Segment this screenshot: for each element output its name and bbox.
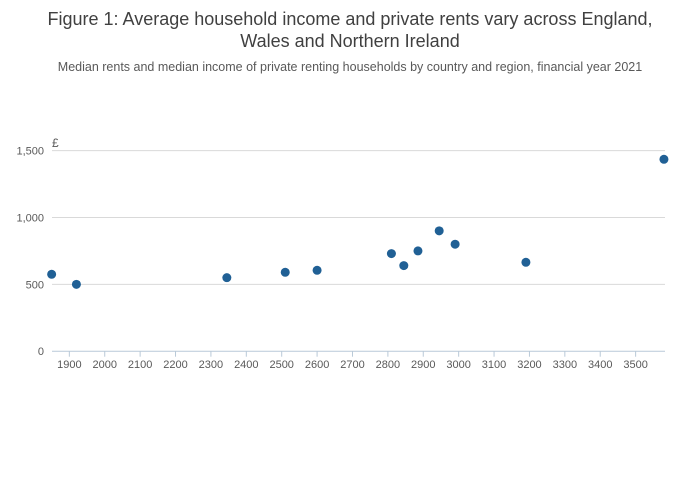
x-axis-tick-label: 2100 — [128, 359, 152, 371]
x-axis-tick-label: 2200 — [163, 359, 187, 371]
x-axis-tick-label: 3200 — [517, 359, 541, 371]
x-axis-tick-label: 2800 — [376, 359, 400, 371]
page-title-line2: Wales and Northern Ireland — [240, 31, 460, 51]
x-axis-tick-label: 3300 — [553, 359, 577, 371]
x-axis-tick-label: 3100 — [482, 359, 506, 371]
data-point[interactable] — [222, 273, 232, 283]
y-axis-tick-label: 1,500 — [16, 146, 44, 158]
x-axis-tick-label: 1900 — [57, 359, 81, 371]
chart-subtitle: Median rents and median income of privat… — [57, 60, 643, 74]
data-point[interactable] — [280, 267, 290, 277]
x-axis-tick-label: 2900 — [411, 359, 435, 371]
x-axis-tick-label: 2300 — [199, 359, 223, 371]
data-point[interactable] — [312, 265, 322, 275]
data-point[interactable] — [386, 249, 396, 259]
page-title-line1: Figure 1: Average household income and p… — [47, 9, 653, 29]
data-point[interactable] — [47, 269, 57, 279]
y-axis-tick-label: 0 — [38, 346, 44, 358]
data-point[interactable] — [434, 226, 444, 236]
data-point[interactable] — [71, 279, 81, 289]
data-point[interactable] — [450, 239, 460, 249]
data-point[interactable] — [521, 257, 531, 267]
x-axis-tick-label: 2000 — [92, 359, 116, 371]
y-axis-tick-label: 1,000 — [16, 212, 44, 224]
y-axis-unit-label: £ — [52, 136, 59, 150]
x-axis-tick-label: 2400 — [234, 359, 258, 371]
data-point[interactable] — [659, 154, 669, 164]
x-axis-tick-label: 2600 — [305, 359, 329, 371]
data-point[interactable] — [399, 261, 409, 271]
x-axis-tick-label: 2500 — [269, 359, 293, 371]
data-point[interactable] — [413, 246, 423, 256]
x-axis-tick-label: 3500 — [623, 359, 647, 371]
page-title: Figure 1: Average household income and p… — [0, 8, 700, 52]
x-axis-tick-label: 3000 — [446, 359, 470, 371]
x-axis-tick-label: 3400 — [588, 359, 612, 371]
y-axis-tick-label: 500 — [26, 279, 44, 291]
x-axis-tick-label: 2700 — [340, 359, 364, 371]
